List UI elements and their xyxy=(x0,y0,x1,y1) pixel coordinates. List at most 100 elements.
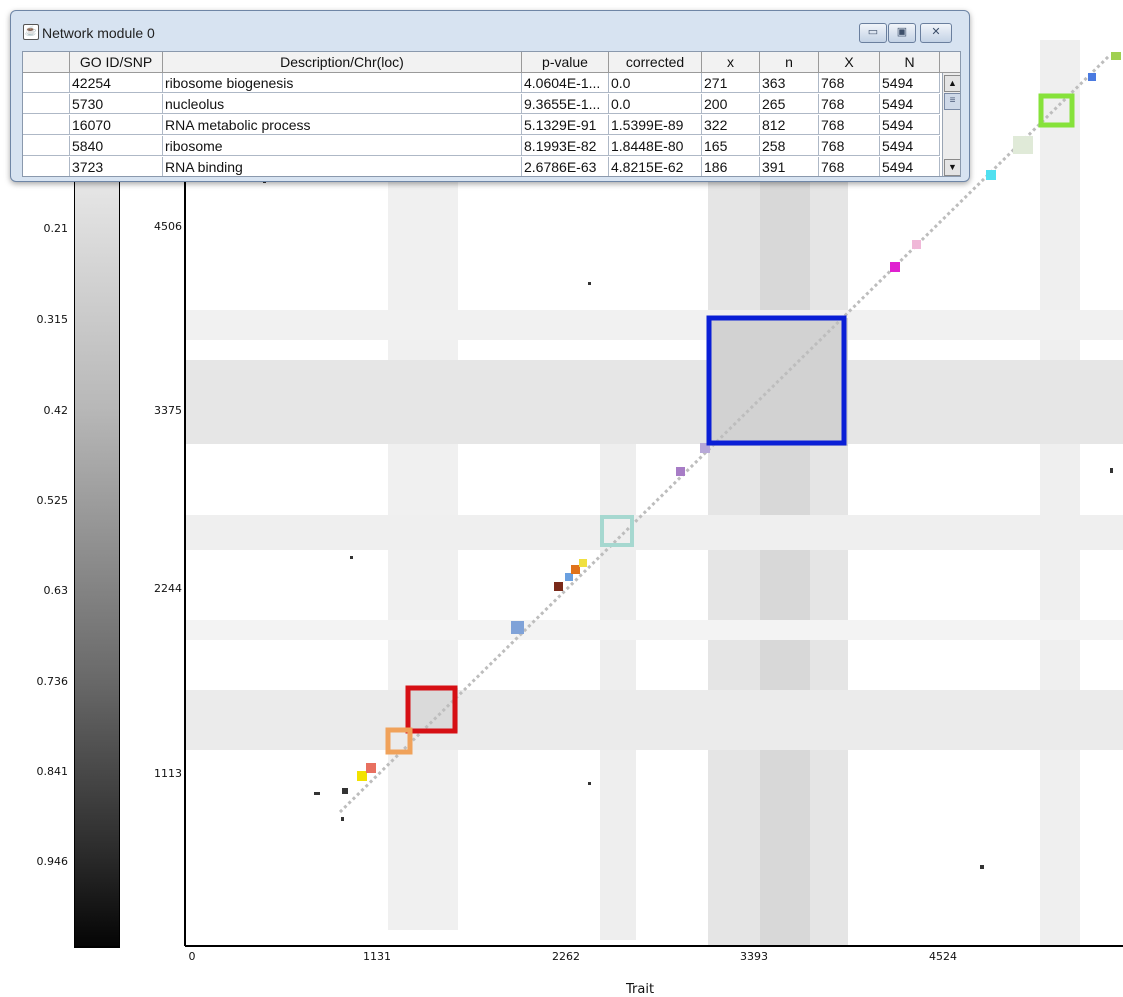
table-cell[interactable]: RNA metabolic process xyxy=(163,115,522,135)
x-tick-label: 3393 xyxy=(740,950,768,963)
table-cell[interactable]: 9.3655E-1... xyxy=(522,94,609,114)
table-row[interactable]: 16070 RNA metabolic process 5.1329E-91 1.53… xyxy=(23,115,940,136)
table-cell[interactable]: 768 xyxy=(819,157,880,176)
column-header[interactable]: X xyxy=(819,52,880,72)
colorbar-label: 0.315 xyxy=(36,313,69,326)
results-table[interactable]: GO ID/SNP Description/Chr(loc) p-value c… xyxy=(22,51,961,177)
table-cell[interactable]: 363 xyxy=(760,73,819,93)
table-row[interactable]: 5840 ribosome 8.1993E-82 1.8448E-80 165 258 76… xyxy=(23,136,940,157)
table-cell[interactable]: 322 xyxy=(702,115,760,135)
black-module xyxy=(342,788,348,794)
table-cell[interactable]: 4.8215E-62 xyxy=(609,157,702,176)
scroll-up-arrow-icon[interactable]: ▲ xyxy=(944,75,960,92)
colorbar-label: 0.841 xyxy=(36,765,69,778)
window-titlebar[interactable]: ☕ Network module 0 ▭ ▣ ✕ xyxy=(11,11,969,43)
table-cell[interactable] xyxy=(23,73,70,93)
table-cell[interactable]: 16070 xyxy=(70,115,163,135)
table-cell[interactable]: 186 xyxy=(702,157,760,176)
table-cell[interactable]: 768 xyxy=(819,115,880,135)
table-cell[interactable]: 258 xyxy=(760,136,819,156)
purple-module xyxy=(676,467,685,476)
table-cell[interactable]: 0.0 xyxy=(609,73,702,93)
table-cell[interactable]: 5494 xyxy=(880,73,940,93)
column-header[interactable]: p-value xyxy=(522,52,609,72)
maximize-button[interactable]: ▣ xyxy=(888,23,916,43)
network-module-window[interactable]: ☕ Network module 0 ▭ ▣ ✕ GO ID/SNP Descr… xyxy=(10,10,970,182)
table-row[interactable]: 3723 RNA binding 2.6786E-63 4.8215E-62 186 39… xyxy=(23,157,940,176)
table-cell[interactable]: 5730 xyxy=(70,94,163,114)
close-button[interactable]: ✕ xyxy=(920,23,952,43)
table-cell[interactable]: 391 xyxy=(760,157,819,176)
pink-module xyxy=(912,240,921,249)
window-title: Network module 0 xyxy=(42,25,155,41)
y-tick-label: 1113 xyxy=(154,767,182,780)
table-cell[interactable]: nucleolus xyxy=(163,94,522,114)
colorbar-label: 0.21 xyxy=(43,222,69,235)
table-cell[interactable]: 42254 xyxy=(70,73,163,93)
x-tick-label: 0 xyxy=(188,950,196,963)
table-cell[interactable]: 4.0604E-1... xyxy=(522,73,609,93)
x-tick-label: 1131 xyxy=(363,950,391,963)
darkorange-module xyxy=(571,565,580,574)
column-header[interactable]: corrected xyxy=(609,52,702,72)
table-cell[interactable]: 8.1993E-82 xyxy=(522,136,609,156)
column-header[interactable]: N xyxy=(880,52,940,72)
table-cell[interactable]: 0.0 xyxy=(609,94,702,114)
table-cell[interactable]: 1.5399E-89 xyxy=(609,115,702,135)
table-cell[interactable]: 200 xyxy=(702,94,760,114)
table-row[interactable]: 5730 nucleolus 9.3655E-1... 0.0 200 265 768 549… xyxy=(23,94,940,115)
colorbar-label: 0.525 xyxy=(36,494,69,507)
skyblue-module xyxy=(565,573,573,581)
salmon-module xyxy=(366,763,376,773)
table-cell[interactable] xyxy=(23,94,70,114)
java-cup-icon: ☕ xyxy=(23,24,39,40)
table-cell[interactable]: 768 xyxy=(819,94,880,114)
table-cell[interactable] xyxy=(23,136,70,156)
orange-module-box xyxy=(385,727,413,755)
heatmap-background xyxy=(186,40,1123,945)
cyan-module xyxy=(986,170,996,180)
scroll-thumb[interactable]: ≡ xyxy=(944,93,960,110)
table-cell[interactable]: ribosome xyxy=(163,136,522,156)
vertical-scrollbar[interactable]: ▲ ≡ ▼ xyxy=(942,73,960,176)
x-tick-label: 2262 xyxy=(552,950,580,963)
table-cell[interactable]: 5494 xyxy=(880,115,940,135)
column-header[interactable]: GO ID/SNP xyxy=(70,52,163,72)
table-cell[interactable]: 271 xyxy=(702,73,760,93)
correlation-bands xyxy=(186,40,1123,945)
table-cell[interactable]: 5840 xyxy=(70,136,163,156)
colorbar-label: 0.42 xyxy=(43,404,69,417)
table-cell[interactable]: 5494 xyxy=(880,94,940,114)
y-tick-label: 2244 xyxy=(154,582,182,595)
table-cell[interactable]: 812 xyxy=(760,115,819,135)
gold-module xyxy=(579,559,587,567)
table-row[interactable]: 42254 ribosome biogenesis 4.0604E-1... 0.0 2… xyxy=(23,73,940,94)
column-header[interactable]: Description/Chr(loc) xyxy=(163,52,522,72)
table-cell[interactable]: 2.6786E-63 xyxy=(522,157,609,176)
x-axis-title: Trait xyxy=(626,982,655,997)
table-cell[interactable] xyxy=(23,115,70,135)
colorbar-label: 0.63 xyxy=(43,584,69,597)
table-cell[interactable]: 768 xyxy=(819,73,880,93)
greenyellow-module xyxy=(1111,52,1121,60)
table-cell[interactable]: 768 xyxy=(819,136,880,156)
table-cell[interactable]: 5494 xyxy=(880,157,940,176)
table-header: GO ID/SNP Description/Chr(loc) p-value c… xyxy=(23,52,960,73)
column-header[interactable] xyxy=(23,52,70,72)
table-cell[interactable]: 265 xyxy=(760,94,819,114)
minimize-button[interactable]: ▭ xyxy=(859,23,887,43)
table-cell[interactable]: ribosome biogenesis xyxy=(163,73,522,93)
table-cell[interactable]: RNA binding xyxy=(163,157,522,176)
table-cell[interactable]: 5494 xyxy=(880,136,940,156)
column-header[interactable]: n xyxy=(760,52,819,72)
table-cell[interactable]: 165 xyxy=(702,136,760,156)
scroll-down-arrow-icon[interactable]: ▼ xyxy=(944,159,960,176)
column-header[interactable]: x xyxy=(702,52,760,72)
table-cell[interactable]: 5.1329E-91 xyxy=(522,115,609,135)
lightblue-module xyxy=(511,621,524,634)
x-tick-label: 4524 xyxy=(929,950,957,963)
table-cell[interactable] xyxy=(23,157,70,176)
table-cell[interactable]: 1.8448E-80 xyxy=(609,136,702,156)
table-cell[interactable]: 3723 xyxy=(70,157,163,176)
